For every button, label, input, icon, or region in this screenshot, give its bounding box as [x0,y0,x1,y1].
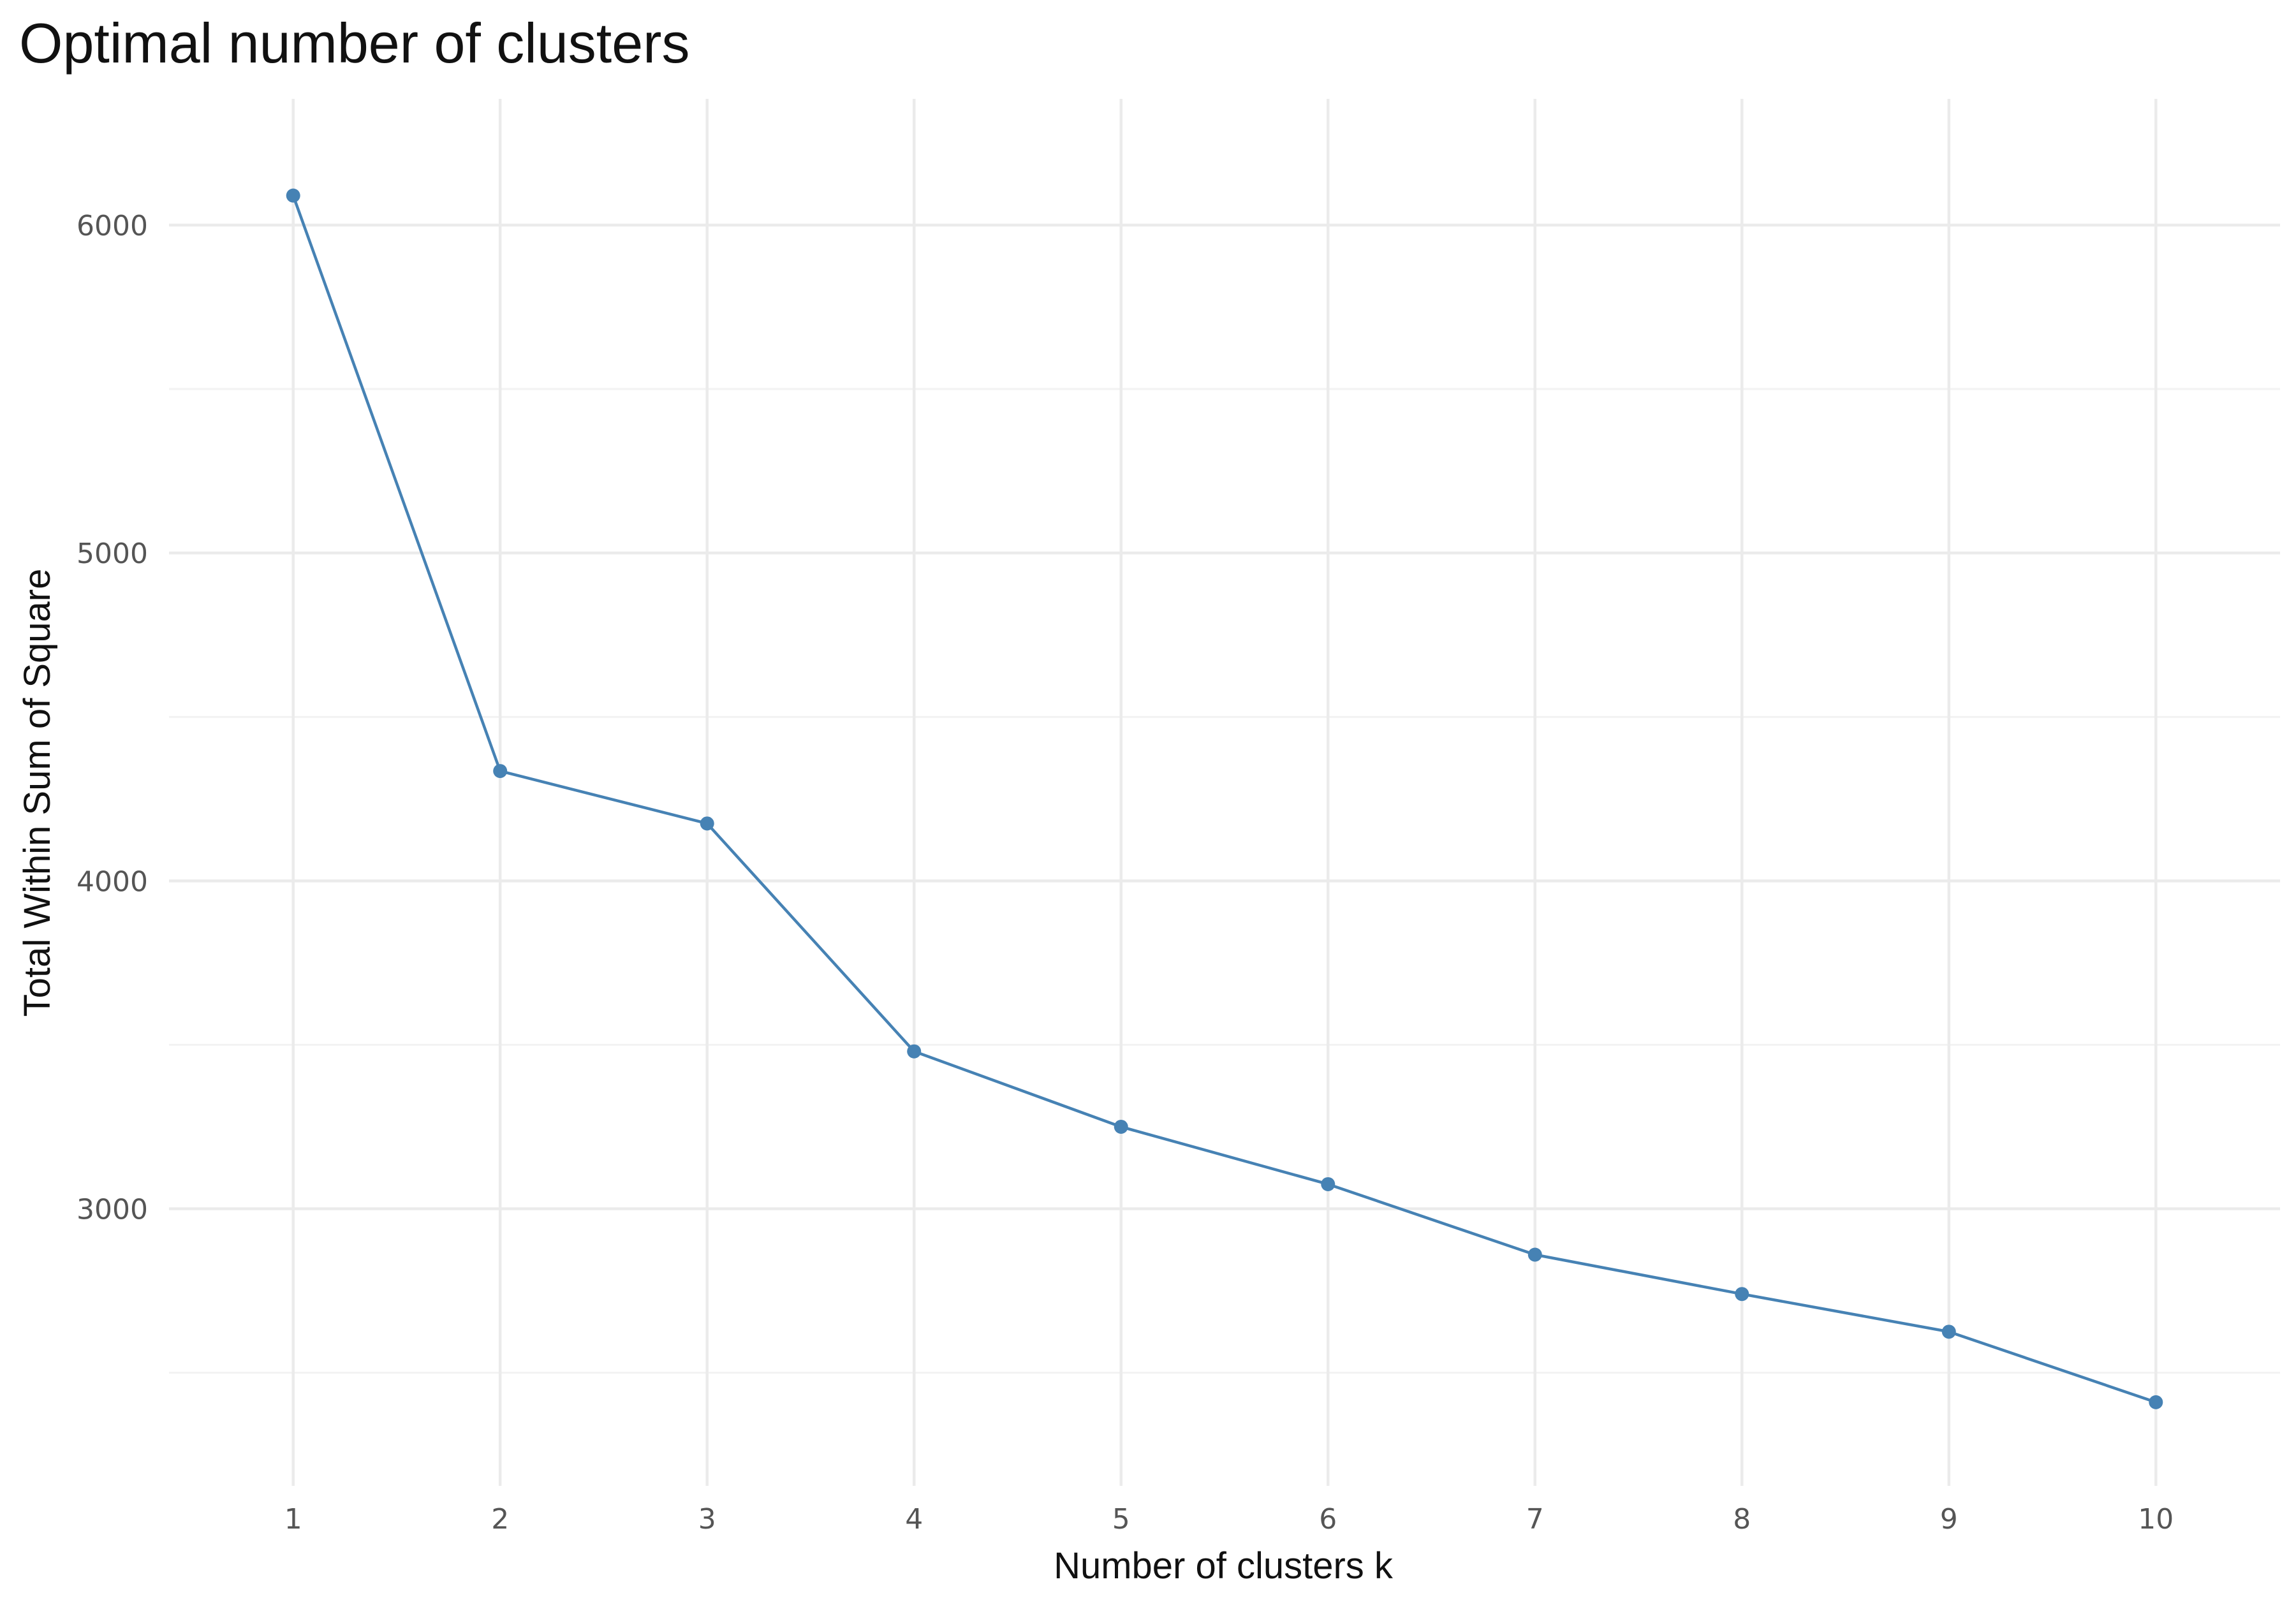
x-tick-label: 8 [1733,1503,1751,1536]
data-points [286,188,2163,1409]
x-tick-label: 10 [2138,1503,2174,1536]
x-tick-label: 2 [491,1503,509,1536]
data-point-k9 [1941,1324,1956,1339]
data-point-k1 [286,188,300,203]
chart-title: Optimal number of clusters [19,11,690,75]
series-line [291,194,2157,1404]
x-tick-label: 5 [1112,1503,1130,1536]
data-point-k8 [1735,1287,1749,1302]
x-tick-label: 9 [1940,1503,1958,1536]
series-layer [291,194,2157,1404]
data-point-k10 [2149,1395,2163,1409]
data-point-k5 [1114,1119,1128,1134]
x-tick-label: 1 [284,1503,302,1536]
x-axis-title: Number of clusters k [1054,1545,1394,1587]
x-tick-label: 4 [905,1503,923,1536]
data-point-k3 [700,816,714,831]
y-tick-label: 6000 [77,210,148,242]
x-tick-label: 6 [1319,1503,1337,1536]
data-point-k7 [1527,1247,1542,1262]
x-tick-label: 3 [698,1503,716,1536]
data-point-k4 [907,1044,922,1059]
y-axis-tick-labels: 3000 4000 5000 6000 [77,210,148,1226]
y-axis-title: Total Within Sum of Square [17,569,58,1017]
y-tick-label: 5000 [77,538,148,570]
y-tick-label: 3000 [77,1194,148,1226]
grid-lines [169,99,2280,1486]
data-point-k2 [493,764,508,779]
data-point-k6 [1321,1177,1336,1191]
x-tick-label: 7 [1526,1503,1544,1536]
x-axis-tick-labels: 1 2 3 4 5 6 7 8 9 10 [284,1503,2174,1536]
y-tick-label: 4000 [77,865,148,898]
